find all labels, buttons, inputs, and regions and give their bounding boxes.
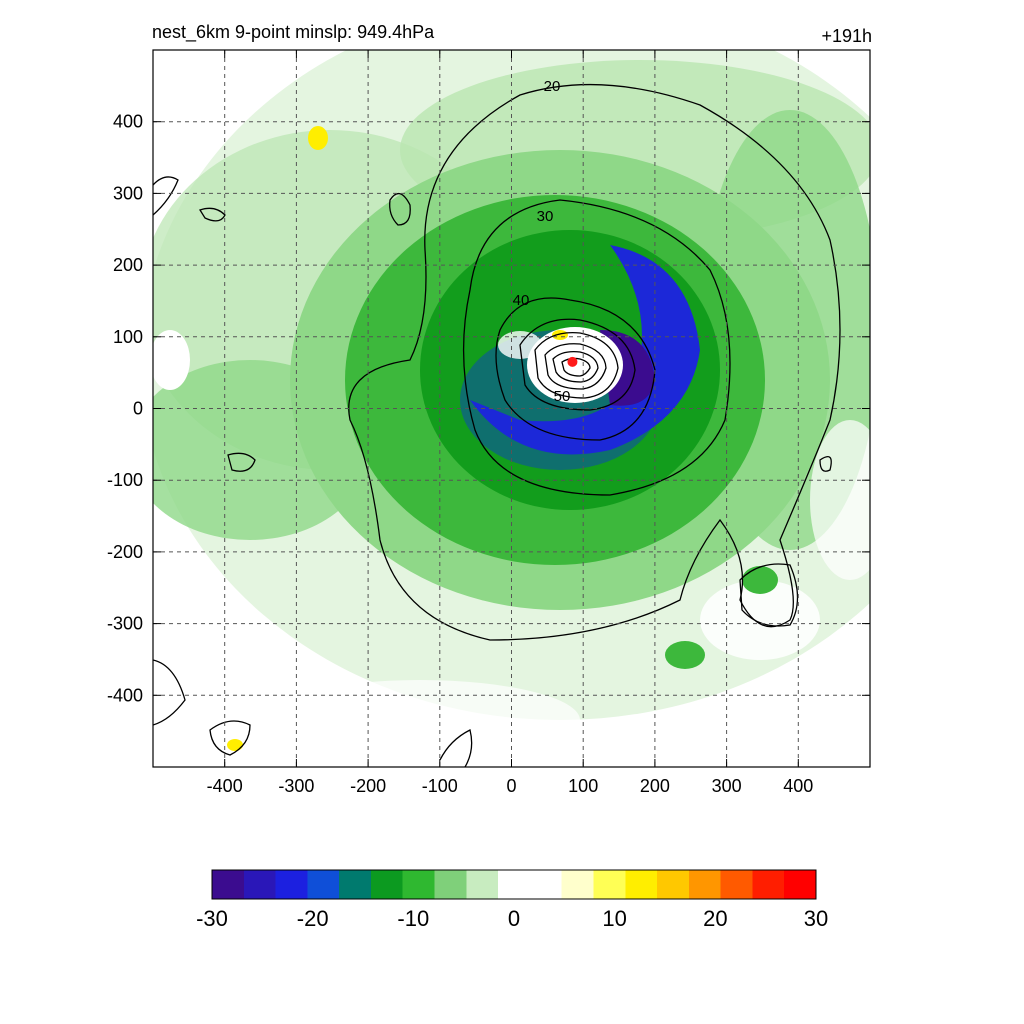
y-tick-label: 100 [113,327,143,347]
y-tick-label: 0 [133,399,143,419]
y-axis-labels: 400 300 200 100 0 -100 -200 -300 -400 [107,112,143,706]
x-tick-label: 200 [640,776,670,796]
colorbar-tick-label: -20 [297,906,329,931]
x-tick-label: 300 [712,776,742,796]
colorbar-tick-label: 30 [804,906,828,931]
map-title: nest_6km 9-point minslp: 949.4hPa [152,22,435,42]
y-tick-label: 400 [113,112,143,132]
colorbar-labels: -30 -20 -10 0 10 20 30 [196,906,828,931]
y-tick-label: 300 [113,183,143,203]
contour-label: 40 [513,292,530,309]
storm-center-marker [567,356,578,367]
contour-label: 50 [554,388,571,405]
contour-label: 30 [537,208,554,225]
x-tick-label: 0 [506,776,516,796]
colorbar-tick-label: 10 [602,906,626,931]
colorbar-scale [211,869,817,900]
axis-ticks [153,50,870,767]
y-tick-label: -200 [107,542,143,562]
x-tick-label: -400 [207,776,243,796]
x-tick-label: 100 [568,776,598,796]
colorbar: -30 -20 -10 0 10 20 30 [196,869,828,931]
y-tick-label: 200 [113,255,143,275]
x-tick-label: -200 [350,776,386,796]
y-tick-label: -100 [107,470,143,490]
colorbar-tick-label: 20 [703,906,727,931]
y-tick-label: -300 [107,614,143,634]
contour-label: 20 [544,78,561,95]
colorbar-tick-label: 0 [508,906,520,931]
x-tick-label: -300 [278,776,314,796]
contour-lines [153,83,841,767]
x-axis-labels: -400 -300 -200 -100 0 100 200 300 400 [207,776,814,796]
y-tick-label: -400 [107,685,143,705]
shaded-field [153,50,870,767]
colorbar-tick-label: -30 [196,906,228,931]
contour-labels: 20 30 40 50 [513,78,571,405]
x-tick-label: 400 [783,776,813,796]
forecast-hour-label: +191h [821,26,872,46]
x-tick-label: -100 [422,776,458,796]
colorbar-tick-label: -10 [397,906,429,931]
